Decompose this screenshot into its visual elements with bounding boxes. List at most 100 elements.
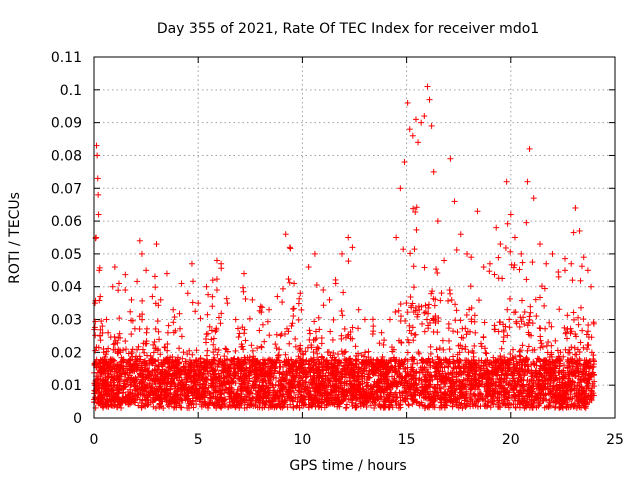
noise-point [515, 369, 522, 376]
y-tick-label: 0.1 [60, 83, 82, 99]
noise-point [422, 302, 429, 309]
noise-point [433, 266, 440, 273]
noise-point [155, 346, 162, 353]
noise-point [392, 308, 399, 315]
noise-point [342, 405, 349, 412]
noise-point [529, 259, 536, 266]
noise-point [155, 328, 162, 335]
noise-point [273, 375, 280, 382]
noise-point [552, 337, 559, 344]
noise-point [459, 325, 466, 332]
noise-point [436, 345, 443, 352]
noise-point [161, 344, 168, 351]
noise-point [455, 377, 462, 384]
noise-point [232, 347, 239, 354]
noise-point [433, 346, 440, 353]
noise-point [97, 326, 104, 333]
noise-point [413, 204, 420, 211]
noise-point [223, 295, 230, 302]
noise-point [404, 336, 411, 343]
noise-point [254, 345, 261, 352]
noise-point [538, 283, 545, 290]
noise-point [556, 306, 563, 313]
noise-point [152, 284, 159, 291]
noise-point [176, 310, 183, 317]
noise-point [502, 244, 509, 251]
noise-point [398, 390, 405, 397]
noise-point [526, 316, 533, 323]
noise-point [575, 314, 582, 321]
x-tick-label: 10 [293, 432, 311, 448]
noise-point [128, 331, 135, 338]
noise-point [532, 296, 539, 303]
noise-point [165, 322, 172, 329]
noise-point [365, 348, 372, 355]
noise-point [580, 316, 587, 323]
noise-point [343, 404, 350, 411]
noise-point [482, 392, 489, 399]
noise-point [407, 293, 414, 300]
noise-point [539, 343, 546, 350]
noise-point [105, 329, 112, 336]
noise-point [312, 336, 319, 343]
noise-point [404, 309, 411, 316]
noise-point [495, 254, 502, 261]
noise-point [407, 250, 414, 257]
noise-point [214, 351, 221, 358]
noise-point [525, 319, 532, 326]
x-tick-label: 15 [398, 432, 416, 448]
noise-point [446, 337, 453, 344]
noise-point [410, 284, 417, 291]
noise-point [480, 333, 487, 340]
noise-point [567, 325, 574, 332]
noise-point [235, 325, 242, 332]
noise-point [369, 316, 376, 323]
noise-point [504, 306, 511, 313]
noise-point [495, 328, 502, 335]
noise-point [285, 328, 292, 335]
noise-point [525, 343, 532, 350]
noise-point [285, 276, 292, 283]
noise-point [517, 347, 524, 354]
noise-point [204, 330, 211, 337]
noise-point [467, 283, 474, 290]
noise-point [307, 330, 314, 337]
noise-point [536, 294, 543, 301]
noise-point [486, 268, 493, 275]
noise-point [410, 309, 417, 316]
noise-point [338, 308, 345, 315]
noise-point [423, 316, 430, 323]
noise-point [143, 329, 150, 336]
y-tick-label: 0.05 [51, 247, 82, 263]
x-tick-label: 5 [194, 432, 203, 448]
noise-point [292, 343, 299, 350]
noise-point [277, 404, 284, 411]
y-tick-label: 0.01 [51, 378, 82, 394]
noise-point [584, 346, 591, 353]
noise-point [463, 311, 470, 318]
noise-point [475, 297, 482, 304]
noise-point [279, 285, 286, 292]
noise-point [565, 349, 572, 356]
noise-point [409, 324, 416, 331]
noise-point [272, 341, 279, 348]
noise-point [258, 343, 265, 350]
noise-point [92, 318, 99, 325]
noise-point [362, 349, 369, 356]
noise-point [570, 309, 577, 316]
noise-point [569, 366, 576, 373]
noise-point [427, 343, 434, 350]
noise-point [258, 309, 265, 316]
noise-point [483, 350, 490, 357]
noise-point [527, 303, 534, 310]
noise-point [158, 403, 165, 410]
noise-point [345, 258, 352, 265]
noise-point [258, 344, 265, 351]
chart-title: Day 355 of 2021, Rate Of TEC Index for r… [157, 21, 539, 37]
noise-point [447, 290, 454, 297]
noise-point [341, 325, 348, 332]
noise-point [170, 319, 177, 326]
noise-point [349, 324, 356, 331]
noise-point [348, 399, 355, 406]
noise-point [352, 343, 359, 350]
